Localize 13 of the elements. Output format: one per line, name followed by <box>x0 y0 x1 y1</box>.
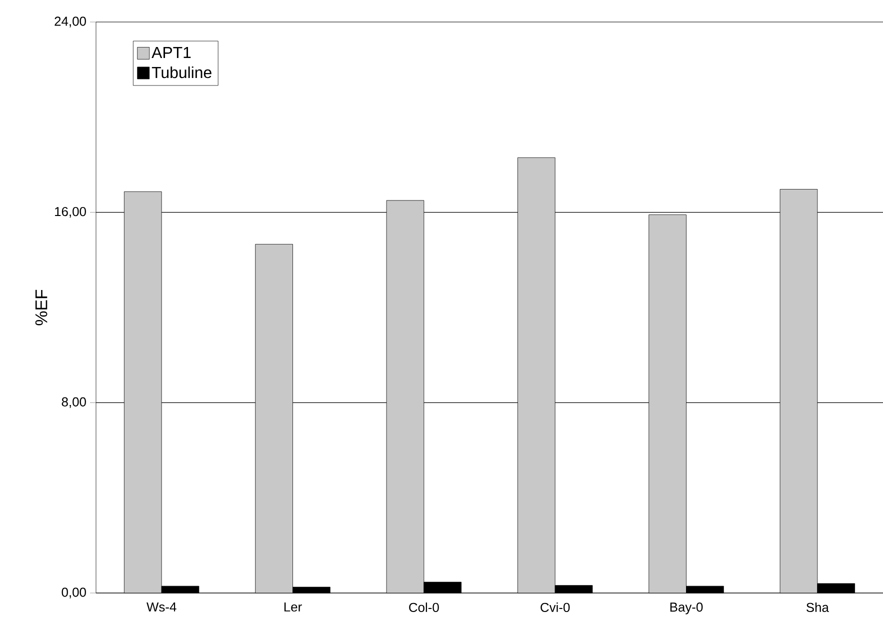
legend-label: Tubuline <box>152 66 212 78</box>
y-tick-label: 16,00 <box>55 206 86 218</box>
x-tick-label: Ws-4 <box>146 602 176 612</box>
x-tick-label: Ler <box>284 602 302 612</box>
y-tick-label: 24,00 <box>54 16 86 28</box>
x-tick-label: Cvi-0 <box>540 602 570 612</box>
y-axis-title: %EF <box>35 290 48 326</box>
x-tick-label: Sha <box>806 602 829 612</box>
y-tick-label: 8,00 <box>62 397 86 408</box>
y-tick-label: 0,00 <box>62 588 86 598</box>
x-tick-label: Col-0 <box>409 602 439 612</box>
x-tick-label: Bay-0 <box>670 602 703 614</box>
legend-label: APT1 <box>152 47 191 58</box>
